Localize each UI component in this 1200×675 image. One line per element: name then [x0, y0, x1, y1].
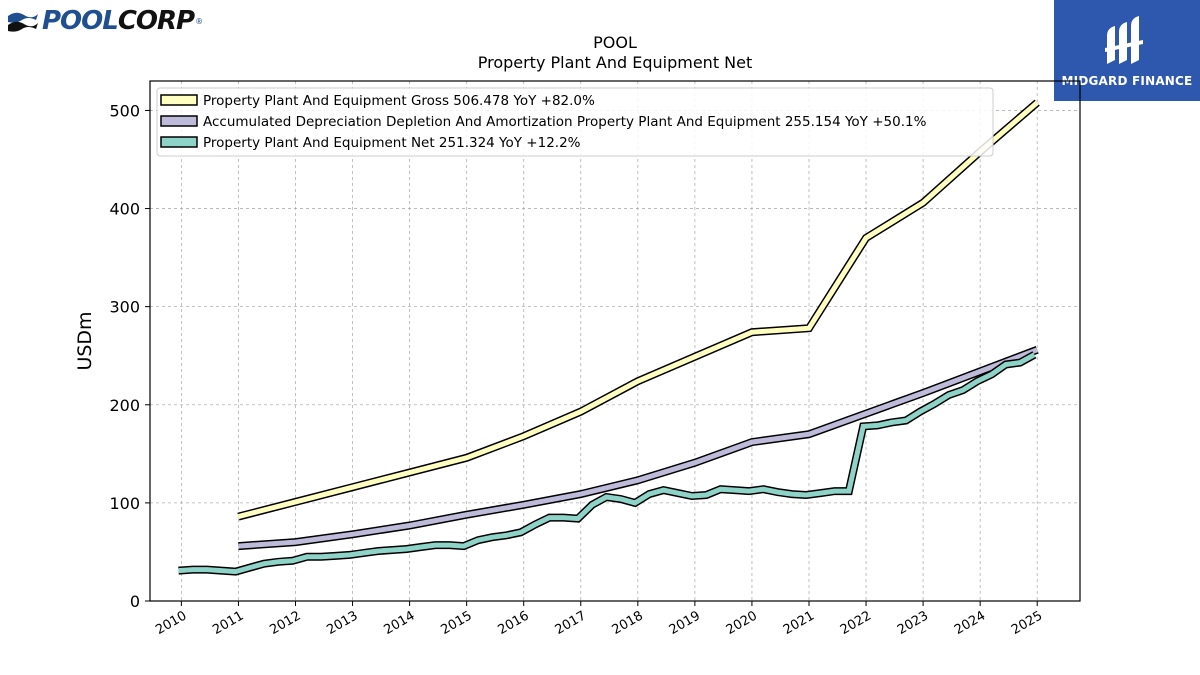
- x-tick-label: 2016: [496, 608, 532, 638]
- series-line-1: [238, 347, 1039, 549]
- y-tick-label: 0: [130, 592, 140, 611]
- x-tick-label: 2010: [153, 608, 189, 638]
- legend-label-2: Property Plant And Equipment Net 251.324…: [203, 135, 581, 151]
- x-tick-label: 2014: [381, 608, 417, 638]
- plot-frame: [149, 80, 1081, 602]
- chart-title: POOL: [593, 33, 637, 52]
- legend: Property Plant And Equipment Gross 506.4…: [156, 87, 994, 157]
- legend-swatch-2: [160, 136, 198, 148]
- x-tick-label: 2013: [324, 608, 360, 638]
- x-tick-label: 2022: [838, 608, 874, 638]
- poolcorp-logo: POOLCORP ®: [6, 4, 203, 38]
- x-tick-label: 2017: [553, 608, 589, 638]
- axis-ticks: 2010 2011 2012 2013 2014 2015 2016 2017 2018 2019…: [109, 101, 1045, 638]
- poolcorp-wordmark: POOLCORP: [42, 6, 195, 36]
- y-tick-label: 500: [109, 101, 140, 120]
- logo-text-pool: POOL: [42, 6, 119, 36]
- x-tick-label: 2021: [781, 608, 817, 638]
- x-tick-label: 2019: [667, 608, 703, 638]
- y-tick-label: 100: [109, 494, 140, 513]
- wave-logo-icon: [8, 12, 38, 32]
- grid-lines: [150, 81, 1080, 602]
- x-tick-label: 2020: [724, 608, 760, 638]
- chart-subtitle: Property Plant And Equipment Net: [478, 53, 753, 72]
- midgard-finance-logo: MIDGARD FINANCE: [1054, 0, 1200, 101]
- series-line-0: [237, 100, 1039, 520]
- x-tick-label: 2011: [210, 608, 246, 638]
- x-tick-label: 2012: [267, 608, 303, 638]
- x-tick-label: 2024: [952, 608, 988, 638]
- y-tick-label: 400: [109, 200, 140, 219]
- legend-swatch-0: [160, 94, 198, 106]
- y-tick-label: 200: [109, 396, 140, 415]
- y-axis-label: USDm: [74, 311, 96, 370]
- legend-label-1: Accumulated Depreciation Depletion And A…: [203, 114, 927, 130]
- series-line-2: [178, 352, 1036, 575]
- series-layer: [178, 99, 1040, 576]
- legend-label-0: Property Plant And Equipment Gross 506.4…: [203, 93, 595, 109]
- y-tick-label: 300: [109, 298, 140, 317]
- x-tick-label: 2023: [895, 608, 931, 638]
- x-tick-label: 2018: [610, 608, 646, 638]
- midgard-finance-text: MIDGARD FINANCE: [1061, 73, 1193, 88]
- registered-mark: ®: [195, 16, 204, 26]
- logo-text-corp: CORP: [117, 6, 195, 36]
- x-tick-label: 2015: [438, 608, 474, 638]
- x-tick-label: 2025: [1009, 608, 1045, 638]
- midgard-emblem-icon: [1105, 15, 1143, 64]
- legend-box: [156, 87, 994, 157]
- legend-swatch-1: [160, 115, 198, 127]
